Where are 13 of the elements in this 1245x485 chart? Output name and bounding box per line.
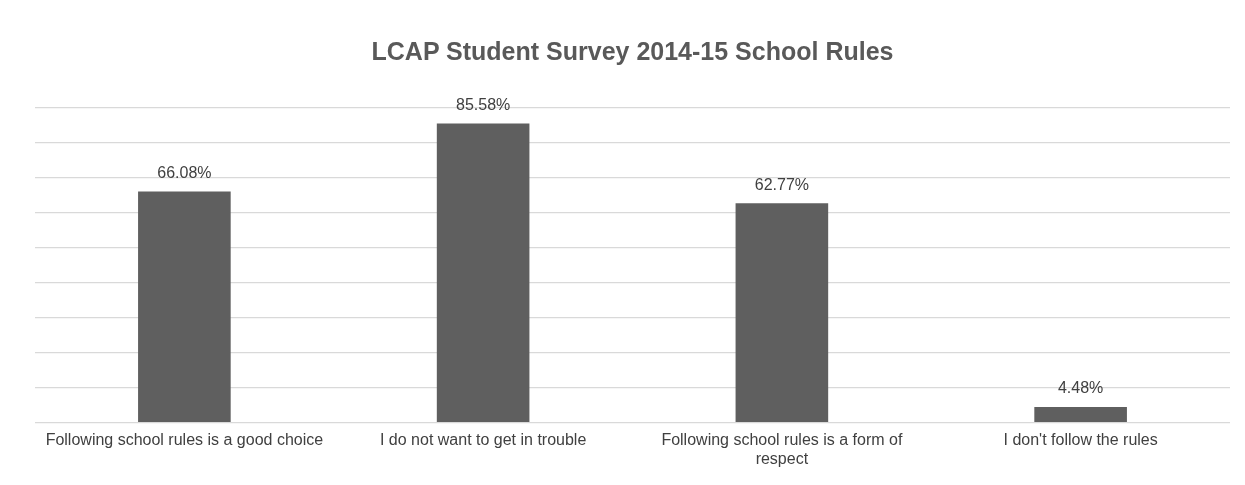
x-tick-label: I do not want to get in trouble (379, 430, 587, 448)
data-label: 62.77% (754, 175, 810, 193)
data-label: 66.08% (157, 164, 212, 182)
bar (1034, 406, 1127, 422)
bar (138, 191, 231, 422)
x-tick-label: Following school rules is a form of respect (661, 430, 903, 467)
data-label: 85.58% (455, 95, 511, 113)
x-tick-label: I don't follow the rules (1003, 430, 1158, 448)
bar (735, 203, 829, 422)
data-label: 4.48% (1057, 379, 1104, 397)
chart-title: LCAP Student Survey 2014-15 School Rules (371, 36, 894, 65)
x-tick-label: Following school rules is a good choice (45, 430, 324, 448)
bar (436, 123, 530, 422)
